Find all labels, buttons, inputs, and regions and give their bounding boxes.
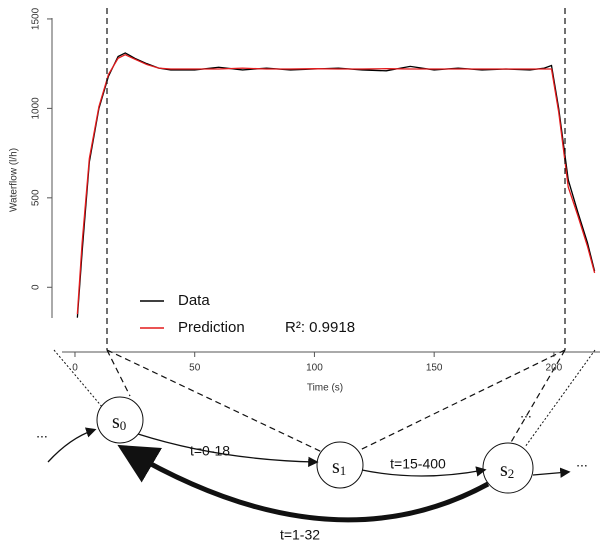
node bbox=[96, 396, 144, 444]
y-tick-label: 500 bbox=[31, 189, 42, 206]
legend-label: Prediction bbox=[178, 319, 245, 336]
y-axis-title: Waterflow (l/h) bbox=[9, 148, 20, 212]
y-tick-label: 0 bbox=[31, 284, 42, 290]
ellipsis: ... bbox=[576, 454, 588, 470]
annotation: R²: 0.9918 bbox=[285, 319, 355, 336]
edge bbox=[137, 433, 319, 468]
window-line bbox=[359, 349, 566, 451]
x-tick-label: 100 bbox=[306, 363, 323, 374]
window-line bbox=[509, 349, 566, 445]
series-line bbox=[76, 52, 596, 318]
y-tick-label: 1500 bbox=[31, 7, 42, 30]
node-label: s1 bbox=[332, 456, 346, 478]
ellipsis: ... bbox=[520, 405, 532, 421]
edge bbox=[361, 466, 487, 477]
x-tick-label: 150 bbox=[426, 363, 443, 374]
edge bbox=[532, 467, 571, 478]
window-line bbox=[106, 349, 323, 453]
edge-label: t=1-32 bbox=[280, 527, 320, 543]
x-tick-label: 0 bbox=[72, 363, 78, 374]
node-label: s2 bbox=[500, 459, 514, 481]
edge bbox=[117, 444, 490, 523]
ellipsis: ... bbox=[36, 425, 48, 441]
legend-label: Data bbox=[178, 292, 210, 309]
series-line bbox=[76, 54, 596, 315]
x-axis-title: Time (s) bbox=[307, 383, 343, 394]
edge-label: t=0-18 bbox=[190, 443, 230, 459]
node-label: s0 bbox=[112, 411, 126, 433]
edge bbox=[47, 427, 97, 463]
x-tick-label: 50 bbox=[189, 363, 201, 374]
window-line bbox=[53, 349, 104, 409]
window-line bbox=[106, 349, 131, 397]
y-tick-label: 1000 bbox=[31, 97, 42, 120]
edge-label: t=15-400 bbox=[390, 456, 446, 472]
